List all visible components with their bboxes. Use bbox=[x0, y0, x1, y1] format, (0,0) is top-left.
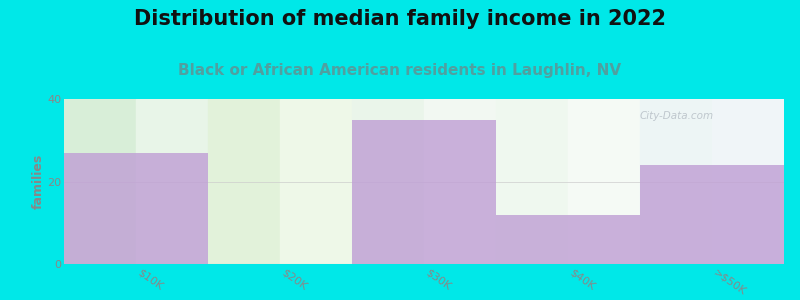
Text: City-Data.com: City-Data.com bbox=[640, 110, 714, 121]
Bar bbox=[712, 99, 784, 264]
Bar bbox=[208, 99, 280, 264]
Bar bbox=[280, 99, 352, 264]
Bar bbox=[496, 214, 640, 264]
Bar bbox=[352, 99, 424, 264]
Bar bbox=[640, 165, 784, 264]
Bar bbox=[352, 120, 496, 264]
Bar bbox=[424, 99, 496, 264]
Text: Black or African American residents in Laughlin, NV: Black or African American residents in L… bbox=[178, 63, 622, 78]
Bar bbox=[568, 99, 640, 264]
Bar bbox=[64, 153, 208, 264]
Bar bbox=[136, 99, 208, 264]
Bar bbox=[64, 99, 136, 264]
Y-axis label: families: families bbox=[31, 154, 44, 209]
Bar bbox=[496, 99, 568, 264]
Text: Distribution of median family income in 2022: Distribution of median family income in … bbox=[134, 9, 666, 29]
Bar bbox=[640, 99, 712, 264]
